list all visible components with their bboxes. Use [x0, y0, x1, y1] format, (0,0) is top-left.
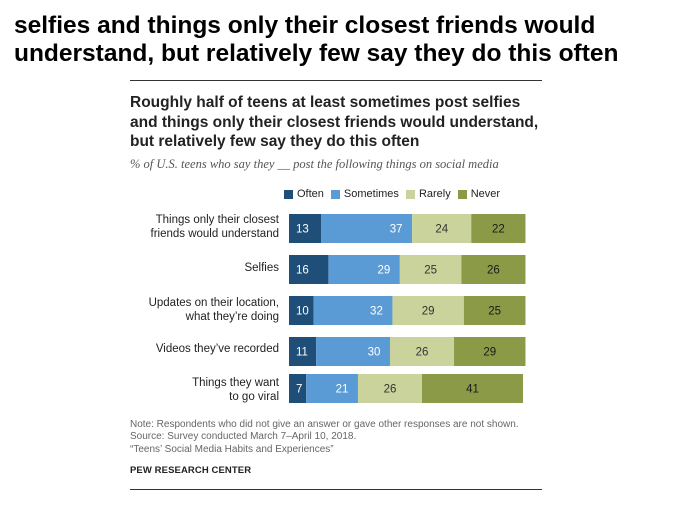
bar-rarely-row-4 [389, 337, 455, 366]
data-label-rarely-row-4: 26 [416, 347, 429, 359]
legend-often: Often [284, 188, 324, 200]
row-label-line: friends would understand [150, 228, 280, 240]
legend-swatch-rarely [405, 189, 415, 199]
legend-swatch-often [284, 189, 293, 199]
bottom-divider [130, 489, 542, 490]
data-label-often-row-5: 7 [296, 384, 302, 396]
data-label-sometimes-row-4: 30 [368, 347, 381, 359]
bar-never-row-5 [422, 374, 523, 403]
data-label-sometimes-row-5: 21 [336, 384, 349, 396]
data-label-rarely-row-1: 24 [435, 224, 448, 236]
bar-never-row-3 [463, 296, 526, 325]
data-label-rarely-row-2: 25 [424, 265, 437, 277]
legend-label-rarely: Rarely [418, 188, 451, 200]
data-label-never-row-4: 29 [483, 347, 496, 359]
bar-sometimes-row-5 [306, 374, 358, 403]
bar-sometimes-row-3 [313, 296, 393, 325]
legend-swatch-sometimes [330, 189, 340, 199]
data-label-rarely-row-5: 26 [384, 384, 397, 396]
legend-swatch-never [457, 189, 467, 199]
row-label-line: what they’re doing [185, 311, 279, 323]
bar-often-row-2 [289, 255, 329, 284]
row-label-line: Selfies [244, 262, 279, 274]
chart-title: Roughly half of teens at least sometimes… [130, 94, 539, 150]
row-label-go-viral: Things they want to go viral [109, 376, 279, 404]
data-label-sometimes-row-1: 37 [390, 224, 403, 236]
data-label-never-row-3: 25 [488, 306, 501, 318]
bar-often-row-1 [289, 214, 322, 243]
legend-label-sometimes: Sometimes [343, 188, 399, 200]
bar-sometimes-row-2 [328, 255, 400, 284]
data-label-sometimes-row-3: 32 [370, 306, 383, 318]
chart-notes: Note: Respondents who did not give an an… [130, 419, 540, 456]
data-label-often-row-4: 11 [296, 347, 308, 359]
bar-often-row-5 [289, 374, 307, 403]
legend-label-often: Often [297, 188, 324, 200]
legend: Often Sometimes Rarely Never [284, 187, 507, 201]
data-label-never-row-5: 41 [466, 384, 479, 396]
data-label-sometimes-row-2: 29 [377, 265, 390, 277]
data-label-never-row-1: 22 [492, 224, 505, 236]
bar-rarely-row-1 [412, 214, 472, 243]
bar-never-row-4 [454, 337, 526, 366]
bar-often-row-3 [289, 296, 314, 325]
row-label-line: Updates on their location, [148, 297, 279, 309]
legend-sometimes: Sometimes [330, 188, 399, 200]
report-title: “Teens’ Social Media Habits and Experien… [130, 443, 334, 455]
row-label-line: Things only their closest [155, 214, 279, 226]
data-label-often-row-3: 10 [296, 306, 309, 318]
legend-label-never: Never [470, 188, 501, 200]
row-label-selfies: Selfies [109, 261, 279, 275]
data-label-rarely-row-3: 29 [422, 306, 435, 318]
bar-rarely-row-3 [392, 296, 464, 325]
organization-name: PEW RESEARCH CENTER [130, 465, 252, 476]
legend-rarely: Rarely [405, 188, 451, 200]
row-label-closest-friends: Things only their closest friends would … [109, 213, 280, 241]
row-label-line: Things they want [192, 377, 279, 389]
bar-never-row-1 [471, 214, 526, 243]
headline: selfies and things only their closest fr… [14, 12, 619, 67]
source-text: Source: Survey conducted March 7–April 1… [130, 431, 357, 443]
row-label-line: to go viral [229, 391, 279, 403]
bar-never-row-2 [461, 255, 526, 284]
bar-rarely-row-5 [357, 374, 423, 403]
bar-sometimes-row-1 [321, 214, 413, 243]
row-label-location-updates: Updates on their location, what they’re … [109, 296, 279, 324]
top-divider [130, 80, 542, 81]
data-label-often-row-2: 16 [296, 265, 309, 277]
bar-often-row-4 [289, 337, 317, 366]
note-text: Note: Respondents who did not give an an… [130, 419, 519, 430]
row-label-line: Videos they’ve recorded [155, 343, 279, 355]
legend-never: Never [457, 188, 501, 200]
bar-sometimes-row-4 [316, 337, 390, 366]
bar-rarely-row-2 [399, 255, 462, 284]
data-label-often-row-1: 13 [296, 224, 309, 236]
chart-subtitle: % of U.S. teens who say they __ post the… [130, 157, 499, 171]
data-label-never-row-2: 26 [487, 265, 500, 277]
row-label-videos: Videos they’ve recorded [109, 342, 279, 356]
